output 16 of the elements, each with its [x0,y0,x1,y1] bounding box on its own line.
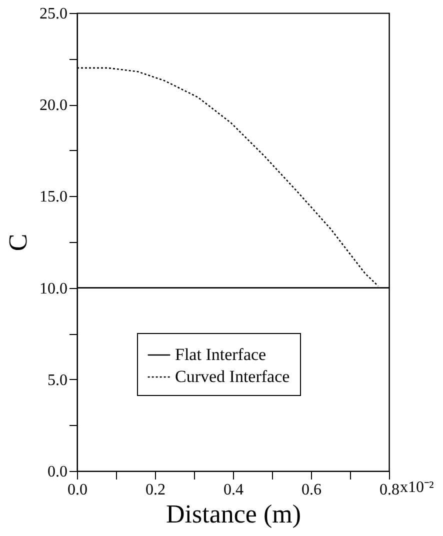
x-tick-label: 0.6 [302,482,322,498]
y-axis-title: C [4,234,32,252]
y-tick-label: 0.0 [48,464,68,480]
text: x10⁻² [400,479,434,496]
y-tick-label: 15.0 [40,188,68,206]
y-tick-label: 20.0 [40,97,68,114]
x-tick-label: 0.4 [224,482,244,498]
legend-label: Curved Interface [175,367,290,386]
x-axis-title: Distance (m) [166,500,302,528]
legend-label: Flat Interface [175,345,266,364]
x-tick-label: 0.8 [380,482,400,498]
y-tick-label: 5.0 [48,372,68,389]
y-tick-label: 25.0 [40,6,68,22]
x-tick-label: 0.0 [68,482,88,498]
x-tick-label: 0.2 [146,482,166,498]
y-tick-label: 10.0 [40,280,68,298]
